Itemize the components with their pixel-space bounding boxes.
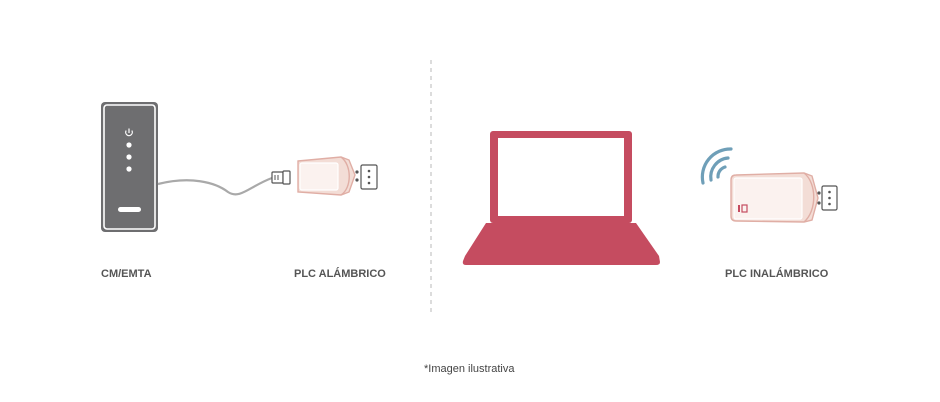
cm-emta-label: CM/EMTA (101, 268, 152, 280)
laptop-device (462, 131, 660, 265)
status-led (126, 166, 132, 172)
ethernet-cable (157, 170, 291, 196)
status-led (126, 142, 132, 148)
plc-wired-label: PLC ALÁMBRICO (294, 268, 386, 280)
wifi-signal-icon (700, 147, 733, 185)
power-icon (125, 128, 133, 137)
plc-wireless-device (730, 172, 838, 223)
cm-emta-device (101, 102, 158, 232)
plc-wireless-label: PLC INALÁMBRICO (725, 268, 829, 280)
plc-logo-mark (738, 205, 740, 212)
modem-slot (118, 207, 141, 212)
laptop-screen (498, 138, 624, 216)
illustrative-image-note: *Imagen ilustrativa (424, 363, 515, 375)
status-led (126, 154, 132, 160)
plc-wired-device (297, 156, 378, 196)
